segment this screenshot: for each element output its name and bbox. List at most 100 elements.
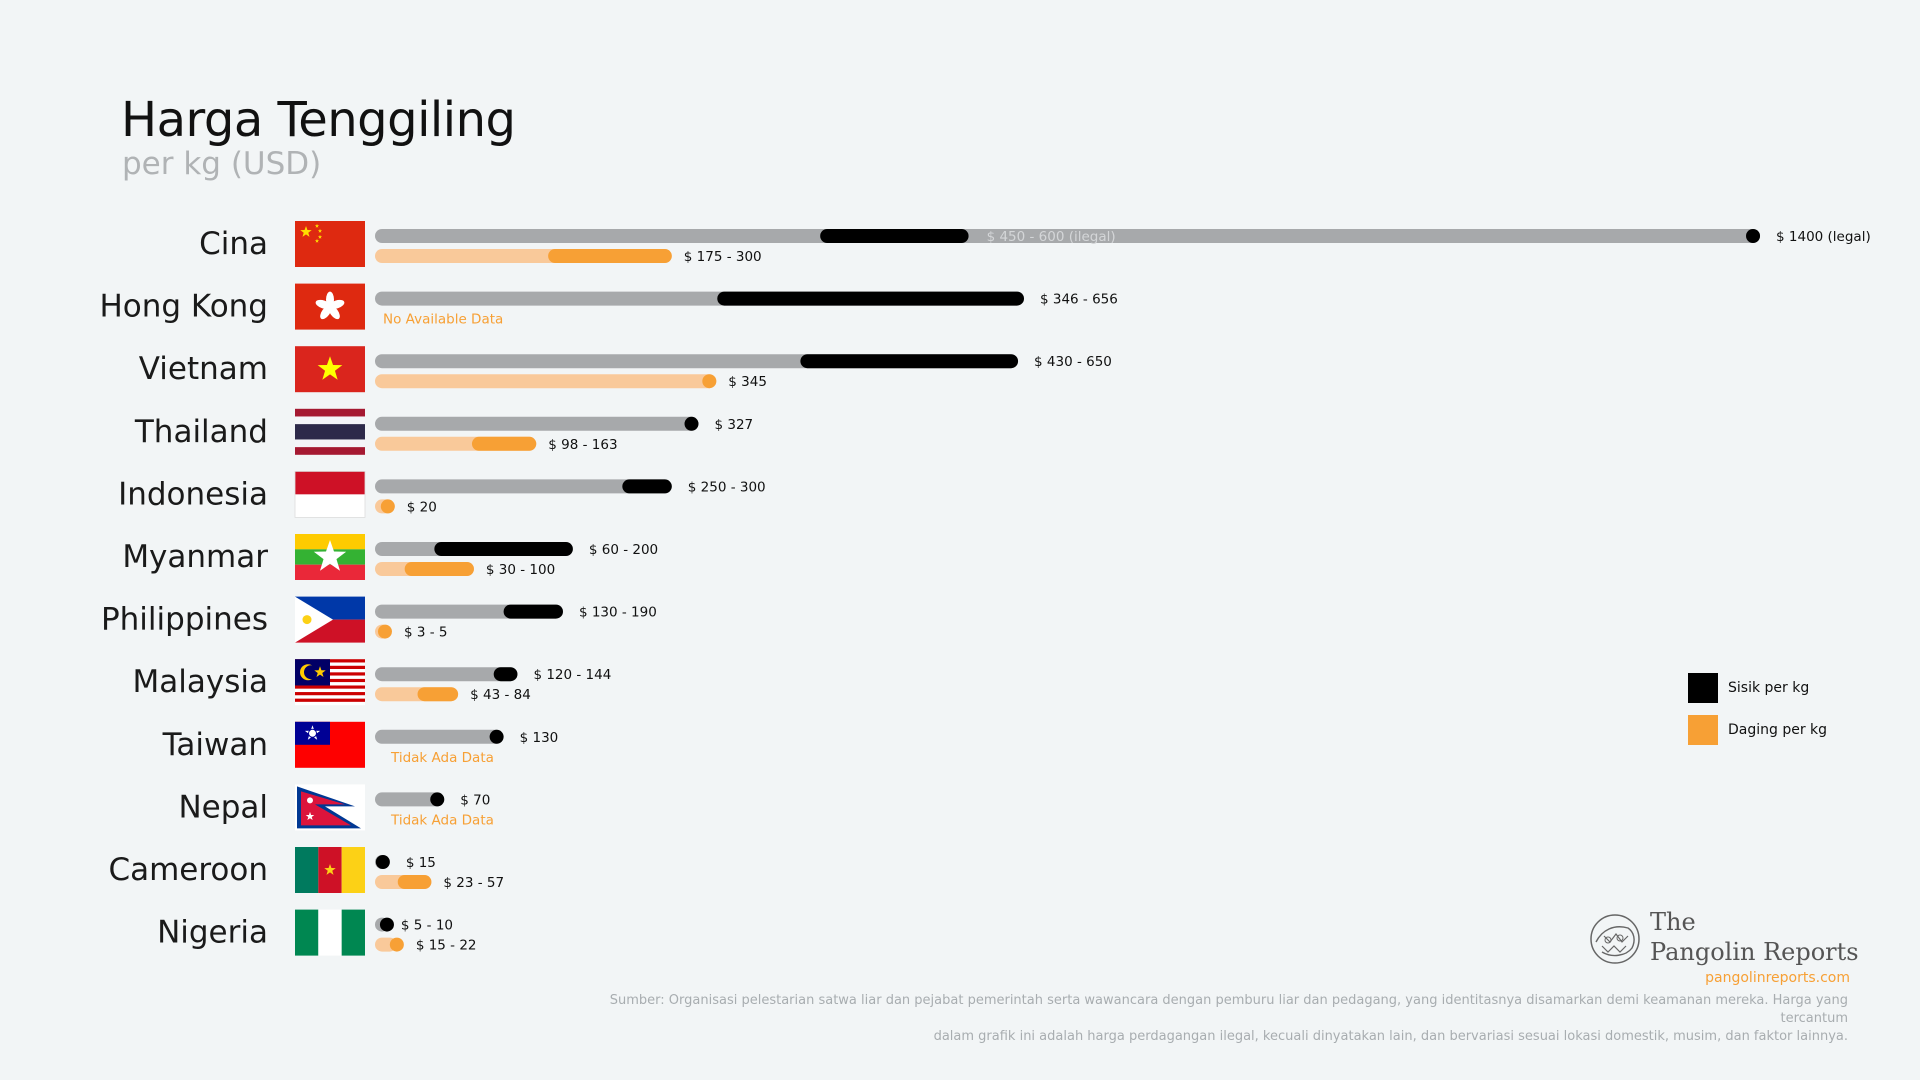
flag-part	[295, 692, 365, 696]
scale-value-label: $ 346 - 656	[1040, 292, 1118, 308]
country-label: Vietnam	[139, 351, 268, 387]
chart-title: Harga Tenggiling	[121, 92, 516, 148]
chart-row-nepal: Nepal $ 70 Tidak Ada Data	[178, 784, 494, 831]
scale-bar-black	[375, 855, 390, 869]
flag-red-shape	[301, 791, 351, 826]
scale-bar-black	[434, 542, 573, 556]
flag-star	[314, 223, 320, 228]
scale-bar-gray	[375, 479, 672, 494]
country-label: Thailand	[134, 414, 268, 450]
flag-part	[341, 847, 365, 893]
meat-value-label: $ 43 - 84	[470, 687, 531, 703]
flag-triangle	[295, 596, 333, 643]
pangolin-logo-icon	[1590, 914, 1640, 964]
flag-moon-cut	[304, 665, 318, 680]
chart-row-nigeria: Nigeria $ 5 - 10 $ 15 - 22	[157, 909, 477, 956]
vietnam-flag-icon	[295, 346, 365, 393]
chart-row-myanmar: Myanmar $ 60 - 200 $ 30 - 100	[122, 534, 658, 580]
flag-star	[300, 226, 312, 237]
nigeria-flag-icon	[295, 909, 365, 956]
meat-value-label: $ 30 - 100	[486, 562, 555, 578]
country-label: Nigeria	[157, 915, 268, 951]
myanmar-flag-icon	[295, 534, 365, 580]
country-label: Malaysia	[133, 664, 268, 700]
meat-bar-orange	[404, 562, 474, 576]
flag-star	[314, 238, 320, 243]
country-label: Indonesia	[118, 476, 268, 512]
flag-part	[295, 695, 365, 699]
scale-bar-gray	[375, 792, 445, 807]
meat-bar-orange	[702, 374, 717, 389]
flag-star	[317, 356, 343, 380]
meat-value-label: $ 15 - 22	[416, 938, 477, 954]
flag-part	[318, 909, 342, 956]
chart-row-cina: Cina $ 450 - 600 (ilegal) $ 1400 (legal) $ …	[199, 221, 1871, 267]
flag-petal	[320, 305, 332, 320]
scale-bar-black	[503, 604, 563, 619]
scale-bar-black	[379, 917, 394, 932]
scale-bar-black	[493, 667, 518, 682]
scale-bar-black	[800, 354, 1019, 369]
meat-value-label: $ 23 - 57	[443, 875, 504, 891]
legend-meat-swatch	[1688, 715, 1718, 745]
flag-part	[295, 471, 365, 495]
meat-value-label: $ 98 - 163	[548, 437, 617, 453]
meat-value-label: $ 175 - 300	[684, 249, 762, 265]
source-line-2: dalam grafik ini adalah harga perdaganga…	[933, 1029, 1848, 1044]
scale-value-label: $ 60 - 200	[589, 542, 658, 558]
meat-bar-light	[375, 374, 717, 389]
flag-sun	[302, 615, 312, 625]
flag-part	[295, 424, 365, 440]
brand-block: The Pangolin Reports pangolinreports.com	[1588, 906, 1859, 994]
meat-nodata-label: Tidak Ada Data	[390, 750, 494, 766]
brand-url[interactable]: pangolinreports.com	[1705, 970, 1850, 986]
china-flag-icon	[295, 221, 365, 267]
scale-bar-black	[622, 479, 672, 494]
legend-scale-label: Sisik per kg	[1728, 680, 1810, 696]
scale-value-label: $ 120 - 144	[533, 667, 611, 683]
flag-sun	[308, 728, 317, 738]
country-label: Myanmar	[122, 539, 268, 575]
chart-row-vietnam: Vietnam $ 430 - 650 $ 345	[139, 346, 1112, 393]
philippines-flag-icon	[295, 596, 365, 643]
thailand-flag-icon	[295, 408, 365, 455]
brand-line1: The	[1650, 908, 1696, 936]
flag-star	[317, 234, 323, 239]
country-label: Philippines	[101, 602, 268, 638]
chart-subtitle: per kg (USD)	[122, 146, 322, 182]
scale-value-label: $ 327	[715, 417, 754, 433]
meat-bar-orange	[471, 436, 537, 451]
flag-part	[295, 494, 365, 518]
legend-scale: Sisik per kg	[1688, 672, 1848, 704]
meat-bar-orange	[380, 499, 395, 514]
chart-row-cameroon: Cameroon $ 15 $ 23 - 57	[108, 847, 504, 893]
scale-value-label: $ 450 - 600 (ilegal)	[987, 229, 1116, 245]
flag-part	[295, 701, 365, 706]
meat-value-label: $ 20	[407, 499, 437, 515]
meat-value-label: $ 345	[728, 374, 767, 390]
meat-nodata-label: Tidak Ada Data	[390, 812, 494, 828]
country-label: Cina	[199, 226, 268, 262]
meat-bar-orange	[377, 624, 392, 639]
flag-star	[314, 666, 326, 678]
flag-star	[313, 540, 347, 571]
scale-bar-black	[430, 792, 445, 807]
legend-scale-swatch	[1688, 673, 1718, 703]
country-label: Nepal	[178, 789, 268, 825]
meat-bar-orange	[417, 687, 459, 702]
scale-bar-gray	[375, 416, 699, 431]
chart-row-thailand: Thailand $ 327 $ 98 - 163	[134, 408, 754, 455]
flag-part	[295, 847, 319, 893]
meat-nodata-label: No Available Data	[383, 312, 503, 328]
scale-bar-black	[684, 416, 699, 431]
country-label: Hong Kong	[99, 289, 268, 325]
chart-row-philippines: Philippines $ 130 - 190 $ 3 - 5	[101, 596, 657, 643]
flag-star	[317, 228, 323, 233]
legend-meat-label: Daging per kg	[1728, 722, 1828, 738]
flag-star	[305, 811, 315, 821]
brand-line2: Pangolin Reports	[1650, 938, 1859, 966]
meat-bar-orange	[389, 937, 404, 952]
scale-value-label: $ 430 - 650	[1034, 354, 1112, 370]
meat-bar-orange	[397, 875, 432, 889]
nepal-flag-icon	[295, 784, 365, 831]
